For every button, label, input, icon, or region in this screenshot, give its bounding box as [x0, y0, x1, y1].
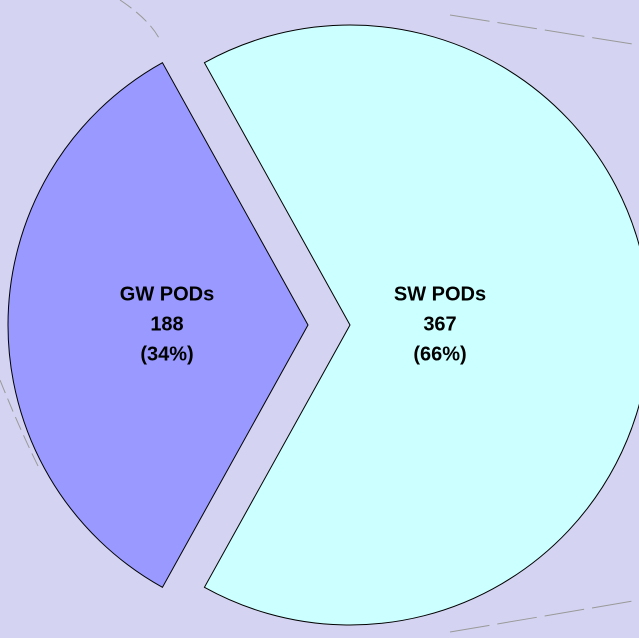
pie-slice [7, 62, 309, 588]
decor-line [119, 0, 161, 41]
percent-label: (34%) [140, 343, 193, 365]
percent-label: (66%) [413, 343, 466, 365]
value-label: 367 [423, 313, 456, 335]
slice-label: GW PODs [120, 283, 214, 305]
decor-line [0, 379, 41, 471]
pie-slice [203, 24, 639, 626]
decor-line [449, 14, 639, 46]
decor-line [449, 599, 639, 633]
value-label: 188 [150, 313, 183, 335]
slice-label: SW PODs [394, 283, 486, 305]
